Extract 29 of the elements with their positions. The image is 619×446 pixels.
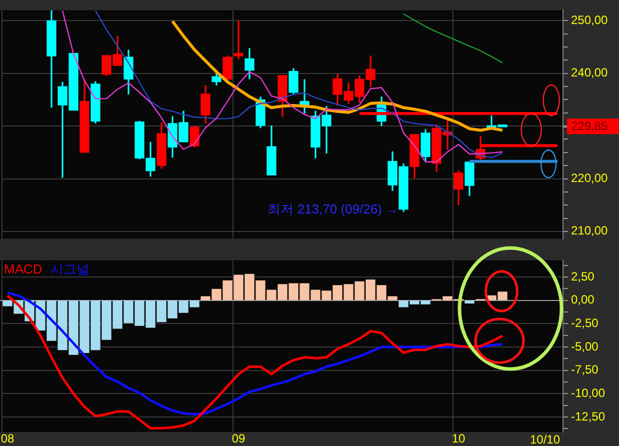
annotation: 최저 213,70 (09/26) → bbox=[268, 202, 398, 217]
candlestick bbox=[212, 69, 222, 86]
x-tick-label: 08 bbox=[0, 432, 14, 446]
bar bbox=[464, 300, 474, 304]
candlestick bbox=[222, 54, 232, 84]
candlestick bbox=[244, 47, 254, 80]
candlestick bbox=[288, 67, 298, 95]
y-tick-label: 210,00 bbox=[571, 224, 608, 238]
y-tick-label: 229,85 bbox=[571, 119, 608, 134]
text: 10/10 bbox=[530, 432, 560, 446]
x-tick-label: 09 bbox=[232, 432, 246, 446]
text: 시그널 bbox=[50, 261, 90, 276]
y-tick-label: 250,00 bbox=[571, 13, 608, 28]
y-tick-label: -10,00 bbox=[571, 386, 606, 400]
y-tick-label: -5,00 bbox=[571, 339, 599, 354]
y-tick-label: -2,50 bbox=[571, 316, 599, 330]
x-tick-label: 10 bbox=[452, 432, 466, 446]
y-tick-label: -12,50 bbox=[571, 409, 606, 424]
y-tick-label: 2,50 bbox=[571, 269, 595, 284]
y-tick-label: 220,00 bbox=[571, 171, 608, 186]
y-tick-label: -7,50 bbox=[571, 362, 599, 377]
candlestick bbox=[454, 170, 464, 206]
candlestick bbox=[234, 20, 244, 60]
candlestick bbox=[200, 84, 210, 124]
y-tick-label: 240,00 bbox=[571, 66, 608, 80]
series-label: MACD bbox=[4, 261, 42, 276]
candlestick bbox=[190, 124, 200, 148]
y-tick-label: 0,00 bbox=[571, 292, 595, 307]
candlestick bbox=[124, 48, 134, 96]
